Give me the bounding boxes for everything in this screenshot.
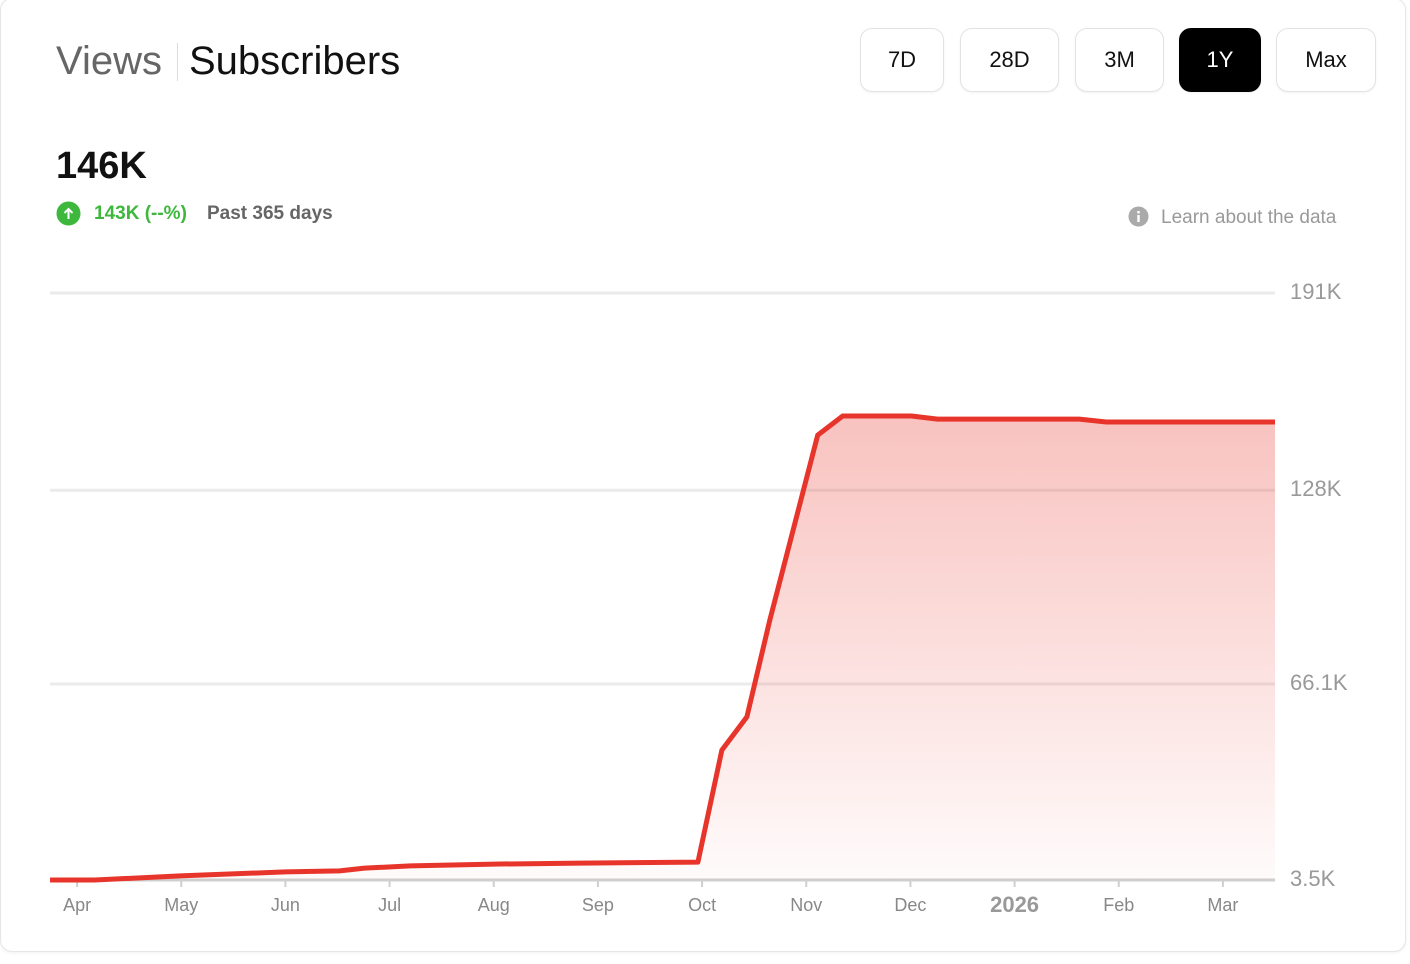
info-icon (1128, 206, 1149, 227)
x-tick-label: Jul (378, 895, 401, 915)
line (50, 413, 1275, 883)
x-tick-label: Oct (688, 895, 716, 915)
x-tick-label: Sep (582, 895, 614, 915)
range-button[interactable]: 1Y (1179, 28, 1261, 92)
x-tick-label: Feb (1103, 895, 1134, 915)
separator (177, 43, 178, 81)
change: 143K (--%) (94, 203, 187, 224)
up-icon (56, 201, 81, 226)
y-tick-label: 66.1K (1290, 670, 1348, 695)
total: 146K (56, 145, 147, 187)
x-tick-label: Aug (478, 895, 510, 915)
x-tick-label: Nov (790, 895, 822, 915)
x-tick-label: Mar (1207, 895, 1238, 915)
y-tick-label: 128K (1290, 476, 1342, 501)
x-tick-label: May (164, 895, 198, 915)
x-tick-label: Dec (894, 895, 926, 915)
range-button[interactable]: 28D (960, 28, 1059, 92)
info-link[interactable]: Learn about the data (1161, 207, 1337, 228)
range-button[interactable]: 7D (860, 28, 944, 92)
tab[interactable]: Views (56, 39, 162, 83)
area (50, 416, 1275, 880)
y-tick-label: 191K (1290, 279, 1342, 304)
range-button[interactable]: Max (1276, 28, 1376, 92)
period: Past 365 days (207, 203, 333, 224)
x-tick-label: 2026 (990, 892, 1039, 917)
range-button[interactable]: 3M (1075, 28, 1164, 92)
tab[interactable]: Subscribers (189, 39, 401, 83)
x-tick-label: Apr (63, 895, 91, 915)
x-tick-label: Jun (271, 895, 300, 915)
y-tick-label: 3.5K (1290, 866, 1336, 891)
